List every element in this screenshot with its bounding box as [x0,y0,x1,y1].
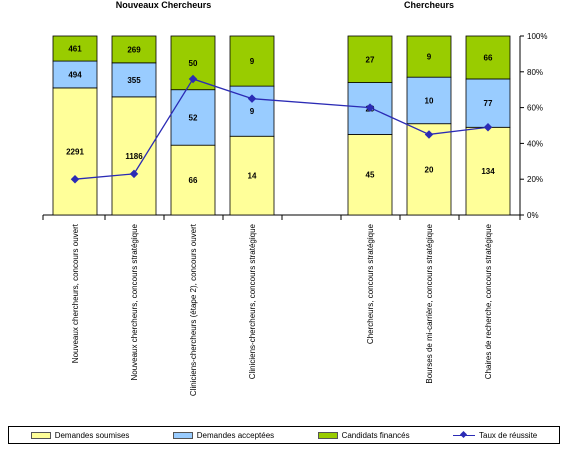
bar-value-label: 1186 [125,152,143,161]
legend: Demandes soumises Demandes acceptées Can… [8,426,560,444]
bar-value-label: 494 [68,70,82,79]
y-tick-label: 100% [527,32,547,41]
y-tick-label: 80% [527,68,543,77]
category-label: Chercheurs, concours stratégique [366,223,375,344]
y-tick-label: 20% [527,175,543,184]
stacked-bar-chart: 0% 20% 40% 60% 80% 100% 2291 494 461 1186 355 269 66… [42,0,547,396]
legend-item-funded: Candidats financés [317,430,410,440]
bar-value-label: 66 [189,176,198,185]
bar-segment [465,126,511,216]
bar-segment [229,135,275,216]
group-title: Nouveaux Chercheurs [116,0,212,10]
bar-segment [465,78,511,128]
bar-segment [111,35,157,64]
bar-value-label: 355 [127,76,141,85]
bar-value-label: 14 [248,172,257,181]
bar-segment [347,35,393,83]
success-rate-point [483,123,493,132]
bar-segment [170,89,216,146]
bar-segment [229,35,275,87]
legend-item-submitted: Demandes soumises [30,430,130,440]
bar-segment [406,35,452,78]
legend-label-success-rate: Taux de réussite [479,430,538,440]
bar-segment [52,35,98,62]
category-label: Cliniciens-chercheurs (étape 2), concour… [189,223,198,396]
bar-value-label: 20 [425,165,434,174]
bar-value-label: 9 [427,53,432,62]
legend-swatch-submitted [30,431,51,439]
legend-item-success-rate: Taux de réussite [453,431,537,440]
legend-swatch-funded [317,431,338,439]
category-label: Chaires de recherche, concours stratégiq… [484,223,493,379]
bar-segment [52,60,98,89]
legend-label-accepted: Demandes acceptées [196,430,275,440]
group-title: Chercheurs [404,0,454,10]
bar-value-label: 9 [250,107,255,116]
success-rate-point [247,94,257,103]
legend-item-accepted: Demandes acceptées [172,430,275,440]
bar-value-label: 2291 [66,147,84,156]
bar-value-label: 27 [366,55,375,64]
bar-segment [465,35,511,80]
category-label: Nouveaux chercheurs, concours stratégiqu… [130,223,139,380]
bar-value-label: 269 [127,45,141,54]
bar-value-label: 461 [68,45,82,54]
success-rate-point [424,130,434,139]
success-rate-point [70,174,80,184]
bar-value-label: 52 [189,113,198,122]
legend-swatch-success-rate [453,432,475,439]
success-rate-point [188,74,198,84]
category-label: Bourses de mi-carrière, concours stratég… [425,223,434,383]
legend-label-funded: Candidats financés [341,430,410,440]
legend-swatch-accepted [172,431,193,439]
y-tick-label: 60% [527,104,543,113]
bar-value-label: 45 [366,171,375,180]
bar-segment [406,123,452,216]
bar-value-label: 66 [484,53,493,62]
bar-value-label: 10 [425,96,434,105]
category-label: Nouveaux chercheurs, concours ouvert [71,223,80,363]
bar-segment [406,76,452,125]
bar-segment [52,87,98,216]
category-label: Cliniciens-chercheurs, concours stratégi… [248,223,257,379]
bar-segment [347,134,393,216]
bar-segment [111,62,157,98]
success-rate-point [365,103,375,112]
success-rate-point [129,169,139,179]
bar-value-label: 50 [189,59,198,68]
legend-label-submitted: Demandes soumises [54,430,130,440]
y-tick-label: 40% [527,139,543,148]
bar-value-label: 77 [484,99,493,108]
y-tick-label: 0% [527,211,539,220]
bar-value-label: 9 [250,57,255,66]
bar-segment [111,96,157,216]
bar-value-label: 134 [481,167,495,176]
